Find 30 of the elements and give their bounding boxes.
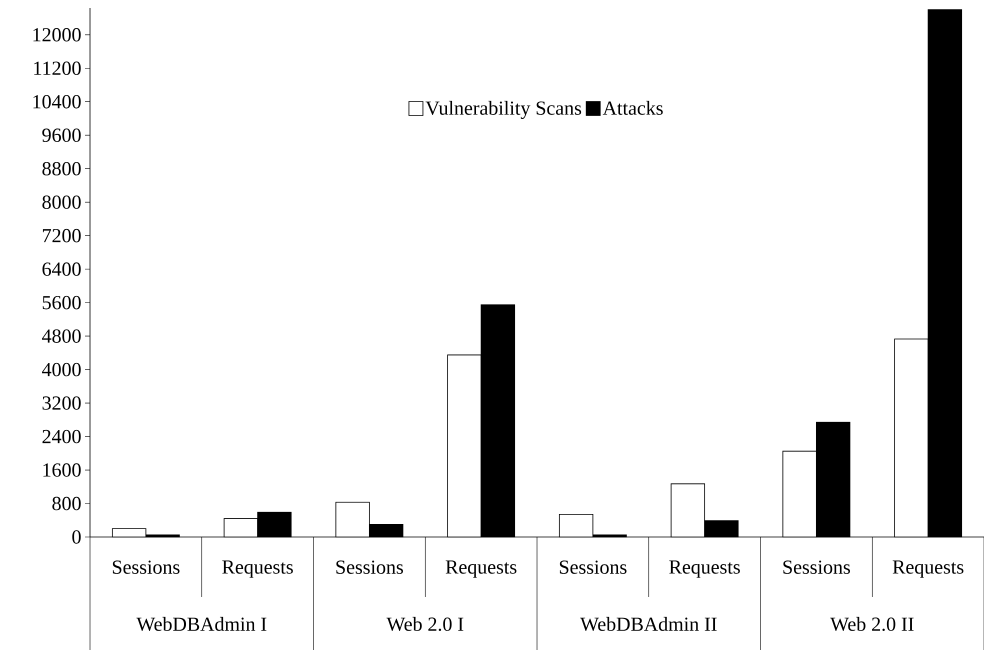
y-tick-label: 5600 <box>42 296 81 310</box>
x-tick-label: Requests <box>892 560 964 578</box>
x-tick-label: Sessions <box>336 560 403 574</box>
y-tick-label: 11200 <box>34 62 81 75</box>
legend-label: Attacks <box>602 100 663 115</box>
y-tick-label: 2400 <box>42 430 81 444</box>
legend-label: Vulnerability Scans <box>426 100 582 119</box>
y-tick-label: 4000 <box>42 362 81 376</box>
x-tick-label: Requests <box>669 560 740 578</box>
y-tick-label: 6400 <box>42 262 81 276</box>
x-tick-label: Sessions <box>560 560 626 574</box>
y-tick-label: 7200 <box>42 228 81 242</box>
y-tick-label: 0 <box>72 530 81 544</box>
x-tick-label: Sessions <box>783 560 850 574</box>
y-tick-label: 9600 <box>42 128 81 142</box>
y-tick-label: 8000 <box>42 195 81 209</box>
x-tick-label: Requests <box>446 560 516 578</box>
y-tick-label: 10400 <box>33 95 81 108</box>
text: Web 2.0 II <box>830 616 914 632</box>
text: Web 2.0 I <box>386 616 464 632</box>
y-tick-label: 800 <box>52 496 81 510</box>
y-tick-label: 12000 <box>33 28 81 42</box>
text: WebDBAdmin I <box>136 616 266 632</box>
y-tick-label: 8800 <box>42 162 81 176</box>
x-tick-label: Requests <box>222 560 293 578</box>
y-tick-label: 4800 <box>42 329 81 343</box>
text: WebDBAdmin II <box>580 616 717 632</box>
y-tick-label: 3200 <box>42 396 81 410</box>
x-tick-label: Sessions <box>112 560 180 574</box>
y-tick-label: 1600 <box>43 463 81 477</box>
